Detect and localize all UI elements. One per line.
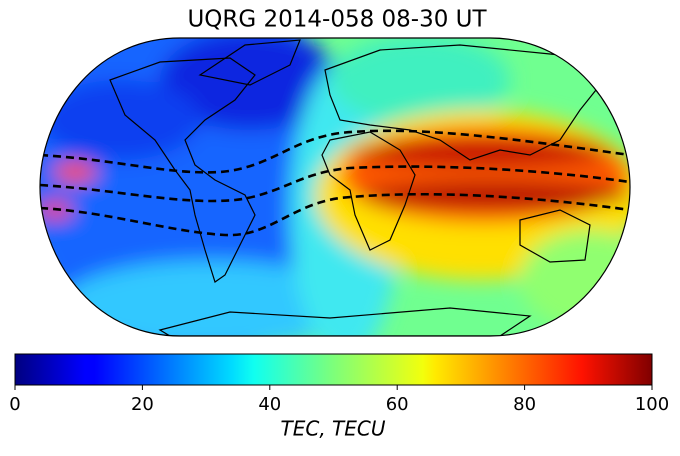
coastlines: [109, 39, 601, 336]
colorbar-label: TEC, TECU: [281, 417, 386, 441]
colorbar-tick-label: 20: [131, 394, 154, 415]
map-title: UQRG 2014-058 08-30 UT: [187, 7, 487, 33]
colorbar-tick-label: 40: [258, 394, 281, 415]
colorbar-tick-label: 80: [513, 394, 536, 415]
colorbar-tick-label: 100: [635, 394, 669, 415]
colorbar-tick-label: 60: [386, 394, 409, 415]
colorbar-tick-label: 0: [9, 394, 20, 415]
colorbar: [14, 353, 653, 386]
tec-map: [40, 38, 630, 336]
magnetic-equator-lines: [40, 129, 630, 237]
map-border: [39, 37, 631, 337]
